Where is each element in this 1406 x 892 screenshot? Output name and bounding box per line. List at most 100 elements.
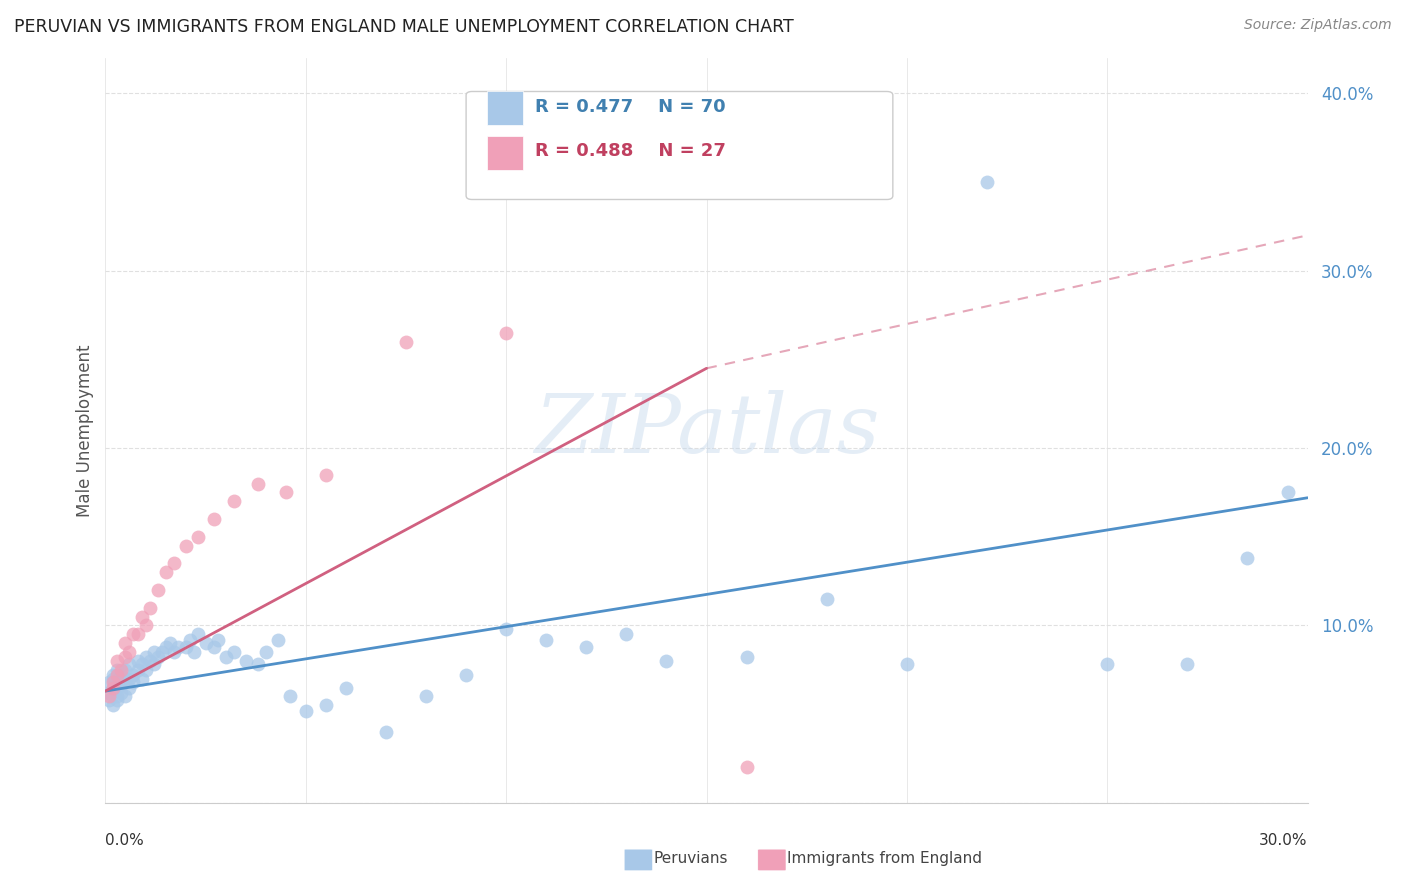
Point (315, 467, 337, 482)
Point (127, 663, 149, 677)
Point (1097, 657, 1119, 672)
Point (107, 668, 129, 682)
Point (155, 566, 177, 580)
Text: Immigrants from England: Immigrants from England (787, 851, 983, 865)
Point (114, 636, 136, 650)
Point (131, 672, 153, 686)
Point (374, 724, 398, 739)
Text: PERUVIAN VS IMMIGRANTS FROM ENGLAND MALE UNEMPLOYMENT CORRELATION CHART: PERUVIAN VS IMMIGRANTS FROM ENGLAND MALE… (14, 18, 794, 36)
Point (98, 686, 121, 700)
Point (976, 175, 998, 189)
Point (150, 645, 173, 659)
Point (395, 334, 418, 349)
Point (274, 485, 297, 500)
Point (98, 693, 121, 707)
Bar (486, 92, 523, 125)
Point (103, 672, 125, 686)
Point (107, 681, 129, 695)
Point (166, 640, 188, 654)
Point (103, 681, 125, 695)
Point (735, 650, 758, 665)
Point (246, 476, 269, 491)
Bar (486, 136, 523, 169)
Point (174, 640, 197, 654)
Point (194, 636, 217, 650)
Point (110, 668, 132, 682)
Text: Peruvians: Peruvians (654, 851, 728, 865)
Point (118, 657, 141, 672)
Point (1277, 485, 1299, 500)
Point (616, 627, 638, 641)
Point (98, 675, 121, 690)
Point (103, 698, 125, 713)
Point (222, 645, 245, 659)
Point (534, 632, 557, 647)
Point (107, 690, 129, 704)
Point (655, 654, 678, 668)
Point (122, 627, 145, 641)
Point (278, 690, 301, 704)
Point (179, 632, 201, 647)
Point (127, 654, 149, 668)
Point (103, 668, 125, 682)
Point (114, 663, 136, 677)
Point (267, 632, 290, 647)
Point (98, 690, 121, 704)
Point (207, 632, 229, 647)
Point (335, 681, 357, 695)
FancyBboxPatch shape (465, 92, 893, 200)
Point (155, 640, 177, 654)
Point (735, 760, 758, 774)
Point (146, 650, 169, 665)
Point (107, 693, 129, 707)
Point (202, 512, 225, 526)
Point (454, 668, 477, 682)
Point (222, 494, 245, 508)
Point (187, 530, 209, 544)
Y-axis label: Male Unemployment: Male Unemployment (76, 344, 94, 516)
Point (118, 645, 141, 659)
Point (135, 650, 157, 665)
Point (214, 650, 236, 665)
Point (235, 654, 257, 668)
Point (103, 681, 125, 695)
Text: R = 0.477    N = 70: R = 0.477 N = 70 (534, 98, 725, 116)
Point (815, 591, 838, 606)
Point (138, 600, 160, 615)
Text: 30.0%: 30.0% (1260, 833, 1308, 847)
Point (127, 627, 149, 641)
Point (107, 654, 129, 668)
Text: ZIPatlas: ZIPatlas (534, 391, 879, 470)
Point (114, 650, 136, 665)
Point (118, 672, 141, 686)
Point (110, 675, 132, 690)
Point (146, 582, 169, 597)
Point (142, 657, 165, 672)
Point (315, 698, 337, 713)
Point (122, 675, 145, 690)
Point (415, 690, 437, 704)
Text: R = 0.488    N = 27: R = 0.488 N = 27 (534, 142, 725, 160)
Point (114, 675, 136, 690)
Text: 0.0%: 0.0% (105, 833, 145, 847)
Point (131, 657, 153, 672)
Point (1177, 657, 1199, 672)
Point (162, 645, 184, 659)
Point (495, 326, 517, 340)
Point (162, 557, 184, 571)
Point (142, 645, 165, 659)
Point (103, 675, 125, 690)
Point (246, 657, 269, 672)
Point (495, 622, 517, 636)
Point (202, 640, 225, 654)
Point (896, 657, 918, 672)
Point (1236, 551, 1258, 566)
Point (135, 618, 157, 632)
Point (110, 663, 132, 677)
Point (159, 636, 181, 650)
Point (575, 640, 598, 654)
Point (187, 627, 209, 641)
Point (131, 609, 153, 624)
Point (174, 539, 197, 553)
Point (138, 654, 160, 668)
